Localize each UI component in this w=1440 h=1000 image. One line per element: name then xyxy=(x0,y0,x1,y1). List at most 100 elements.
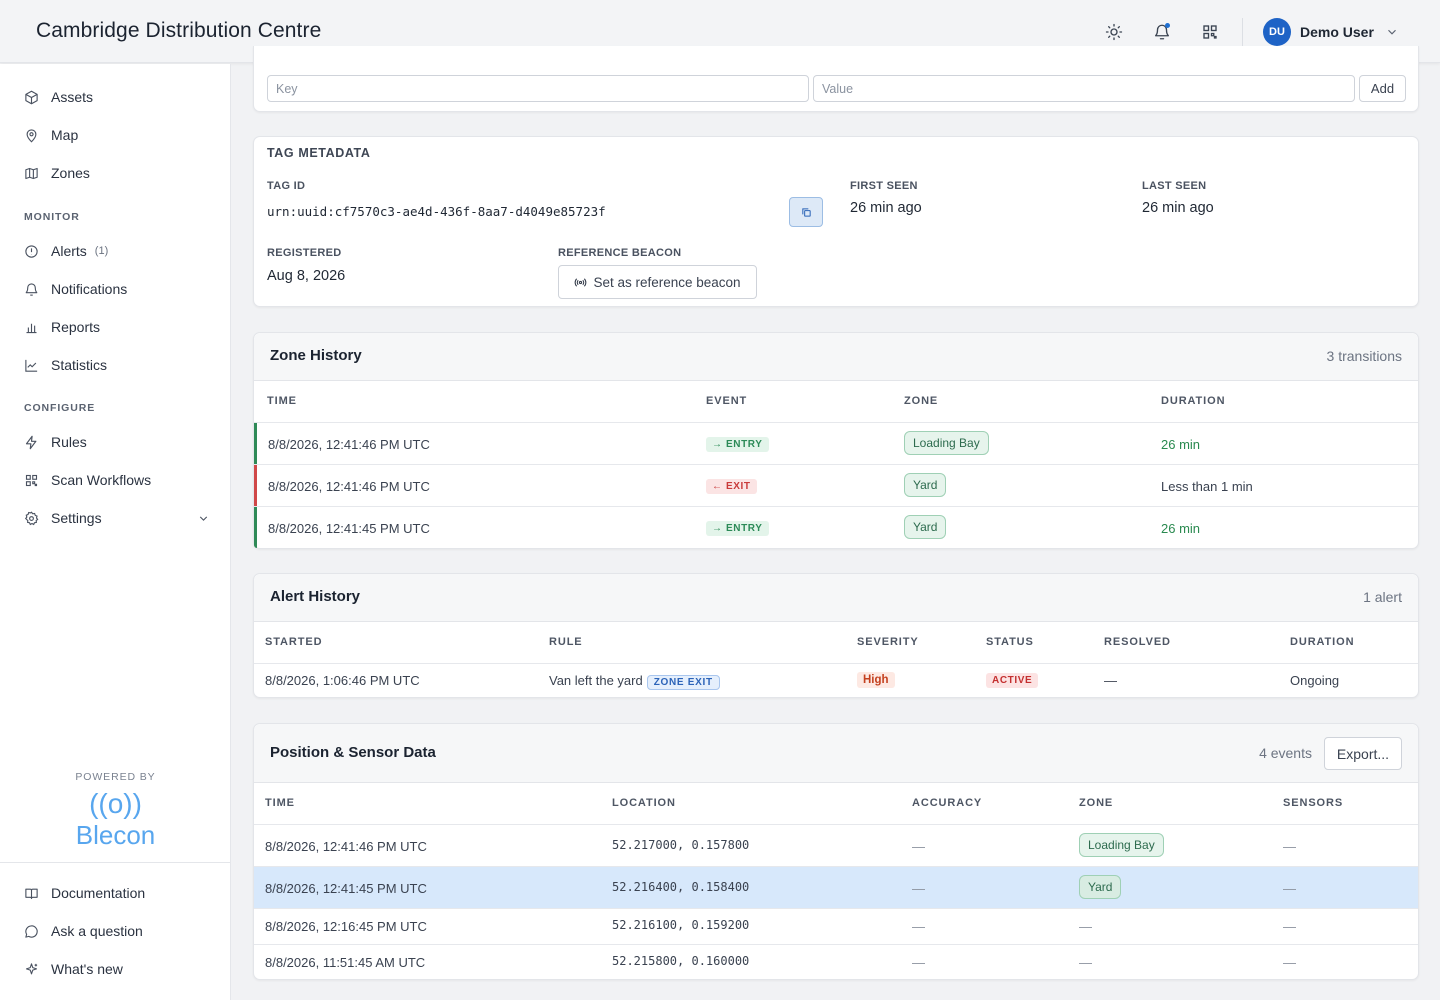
powered-by-label: POWERED BY xyxy=(75,771,156,783)
reference-beacon-label: REFERENCE BEACON xyxy=(558,247,682,259)
sidebar-item-ask-a-question[interactable]: Ask a question xyxy=(24,919,210,943)
zone-history-header: Zone History 3 transitions xyxy=(254,333,1418,381)
zone-chip[interactable]: Loading Bay xyxy=(904,431,989,455)
table-row[interactable]: 8/8/2026, 12:41:46 PM UTC ← EXIT Yard Le… xyxy=(254,464,1418,506)
table-row[interactable]: 8/8/2026, 1:06:46 PM UTC Van left the ya… xyxy=(254,663,1418,698)
table-row[interactable]: 8/8/2026, 12:41:46 PM UTC → ENTRY Loadin… xyxy=(254,422,1418,464)
bell-icon xyxy=(25,282,38,296)
position-location: 52.217000, 0.157800 xyxy=(612,838,750,852)
tag-metadata-card: TAG METADATA TAG ID urn:uuid:cf7570c3-ae… xyxy=(253,136,1419,307)
alert-history-card: Alert History 1 alert STARTED RULE SEVER… xyxy=(253,573,1419,698)
sidebar-item-label: Alerts xyxy=(51,243,87,259)
zone-history-count: 3 transitions xyxy=(1326,348,1402,364)
sidebar-item-documentation[interactable]: Documentation xyxy=(24,881,210,905)
sidebar-item-label: Statistics xyxy=(51,357,108,373)
sidebar-item-scan-workflows[interactable]: Scan Workflows xyxy=(24,468,210,492)
column-header-rule: RULE xyxy=(549,636,583,648)
column-header-zone: ZONE xyxy=(1079,797,1114,809)
page-title: Cambridge Distribution Centre xyxy=(36,19,322,42)
sidebar: Assets Map Zones MONITOR Alerts (1) Noti… xyxy=(0,64,231,1000)
sidebar-item-whats-new[interactable]: What's new xyxy=(24,957,210,981)
sidebar-item-settings[interactable]: Settings xyxy=(24,506,210,530)
alert-rule[interactable]: Van left the yard ZONE EXIT xyxy=(549,673,720,690)
zone-duration: 26 min xyxy=(1161,521,1201,536)
sidebar-item-map[interactable]: Map xyxy=(24,123,210,147)
export-button[interactable]: Export... xyxy=(1324,737,1402,770)
set-reference-beacon-button[interactable]: Set as reference beacon xyxy=(558,265,757,299)
sidebar-item-label: Scan Workflows xyxy=(51,472,152,488)
position-zone: — xyxy=(1079,955,1092,970)
sidebar-item-label: Zones xyxy=(51,165,90,181)
alert-circle-icon xyxy=(25,244,38,258)
rule-type-badge: ZONE EXIT xyxy=(646,675,720,690)
header-divider xyxy=(1242,18,1243,46)
map-pin-icon xyxy=(26,128,37,143)
section-heading-configure: CONFIGURE xyxy=(24,402,96,414)
sidebar-item-label: Notifications xyxy=(51,281,128,297)
column-header-duration: DURATION xyxy=(1161,395,1226,407)
zone-chip[interactable]: Yard xyxy=(1079,875,1122,899)
sidebar-item-label: Map xyxy=(51,127,79,143)
table-row[interactable]: 8/8/2026, 12:16:45 PM UTC 52.216100, 0.1… xyxy=(254,908,1418,944)
sidebar-item-alerts[interactable]: Alerts (1) xyxy=(24,239,210,263)
column-header-status: STATUS xyxy=(986,636,1034,648)
position-sensors: — xyxy=(1283,955,1296,970)
zone-event-time: 8/8/2026, 12:41:46 PM UTC xyxy=(268,437,430,452)
sidebar-item-label: Assets xyxy=(51,89,94,105)
broadcast-icon xyxy=(575,277,587,287)
sun-icon[interactable] xyxy=(1102,20,1126,44)
zone-chip[interactable]: Yard xyxy=(904,473,947,497)
registered-label: REGISTERED xyxy=(267,247,342,259)
sidebar-item-label: Documentation xyxy=(51,885,146,901)
table-row[interactable]: 8/8/2026, 11:51:45 AM UTC 52.215800, 0.1… xyxy=(254,944,1418,980)
sidebar-item-assets[interactable]: Assets xyxy=(24,85,210,109)
zone-chip[interactable]: Yard xyxy=(904,515,947,539)
bell-icon[interactable] xyxy=(1150,20,1174,44)
alert-started: 8/8/2026, 1:06:46 PM UTC xyxy=(265,673,420,688)
sparkle-icon xyxy=(25,962,38,974)
blecon-logo-mark: ((o)) xyxy=(89,788,142,819)
sidebar-divider xyxy=(0,862,230,863)
entry-indicator xyxy=(254,423,257,464)
key-input[interactable]: Key xyxy=(267,75,809,102)
sidebar-item-notifications[interactable]: Notifications xyxy=(24,277,210,301)
first-seen-label: FIRST SEEN xyxy=(850,180,918,192)
line-chart-icon xyxy=(25,359,38,372)
sidebar-item-zones[interactable]: Zones xyxy=(24,161,210,185)
zone-history-card: Zone History 3 transitions TIME EVENT ZO… xyxy=(253,332,1419,549)
position-accuracy: — xyxy=(912,955,925,970)
sidebar-item-label: What's new xyxy=(51,961,123,977)
column-header-zone: ZONE xyxy=(904,395,939,407)
position-sensor-count: 4 events xyxy=(1259,745,1312,761)
sidebar-item-statistics[interactable]: Statistics xyxy=(24,353,210,377)
column-header-started: STARTED xyxy=(265,636,323,648)
add-button[interactable]: Add xyxy=(1359,75,1406,102)
status-badge: ACTIVE xyxy=(986,673,1039,688)
exit-indicator xyxy=(254,465,257,506)
blecon-logo[interactable]: ((o)) Blecon xyxy=(0,788,231,850)
position-zone: — xyxy=(1079,919,1092,934)
qr-code-icon[interactable] xyxy=(1198,20,1222,44)
table-row-selected[interactable]: 8/8/2026, 12:41:45 PM UTC 52.216400, 0.1… xyxy=(254,866,1418,908)
blecon-logo-text: Blecon xyxy=(75,820,156,850)
gear-icon xyxy=(24,510,39,525)
position-location: 52.216400, 0.158400 xyxy=(612,880,750,894)
sidebar-item-label: Ask a question xyxy=(51,923,143,939)
sidebar-item-rules[interactable]: Rules xyxy=(24,430,210,454)
table-row[interactable]: 8/8/2026, 12:41:46 PM UTC 52.217000, 0.1… xyxy=(254,824,1418,866)
value-input[interactable]: Value xyxy=(813,75,1355,102)
zone-duration: 26 min xyxy=(1161,437,1201,452)
position-sensor-title: Position & Sensor Data xyxy=(270,744,436,761)
zone-chip[interactable]: Loading Bay xyxy=(1079,833,1164,857)
alerts-count: (1) xyxy=(94,245,109,257)
alert-rule-name: Van left the yard xyxy=(549,673,643,688)
position-accuracy: — xyxy=(912,919,925,934)
user-menu[interactable]: DU Demo User xyxy=(1263,18,1399,46)
alert-history-title: Alert History xyxy=(270,588,361,605)
user-name: Demo User xyxy=(1300,24,1374,40)
table-row[interactable]: 8/8/2026, 12:41:45 PM UTC → ENTRY Yard 2… xyxy=(254,506,1418,548)
sidebar-item-reports[interactable]: Reports xyxy=(24,315,210,339)
position-time: 8/8/2026, 12:41:45 PM UTC xyxy=(265,881,427,896)
book-icon xyxy=(25,888,38,899)
copy-button[interactable] xyxy=(789,197,823,227)
